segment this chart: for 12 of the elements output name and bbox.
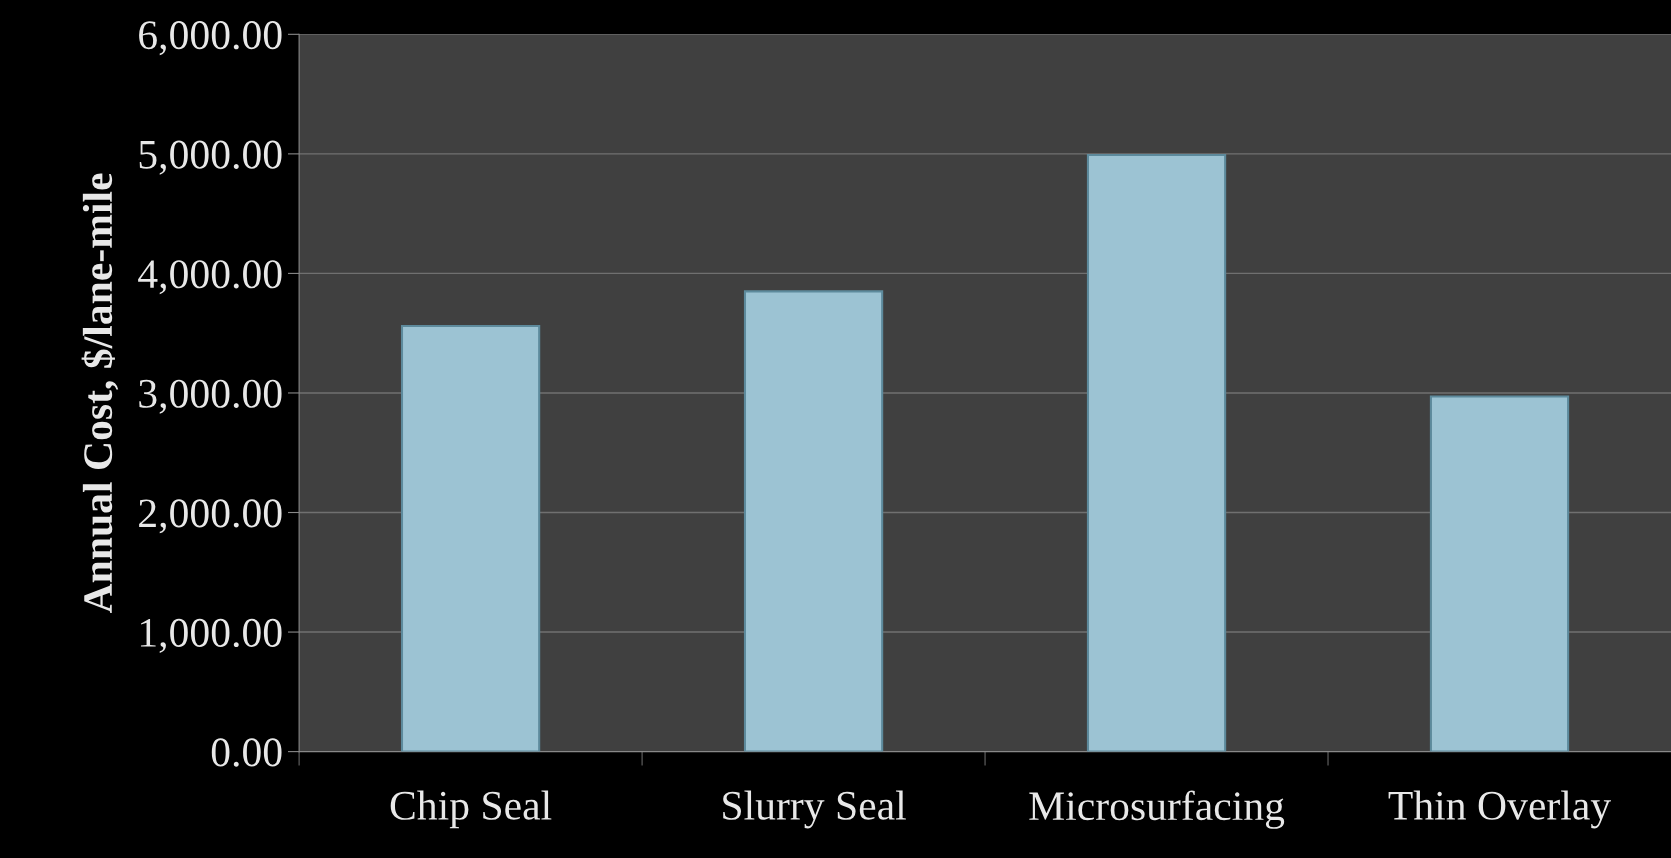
- x-tick-label: Slurry Seal: [723, 790, 906, 829]
- y-tick-label: 5,000.00: [139, 140, 282, 175]
- y-axis-title: Annual Cost, $/lane-mile: [81, 173, 119, 614]
- y-tick-label: 0.00: [211, 738, 282, 767]
- x-tick-label: Thin Overlay: [1388, 790, 1611, 829]
- x-tick-label: Microsurfacing: [1029, 790, 1285, 829]
- y-tick-label: 1,000.00: [140, 618, 282, 653]
- x-tick-label: Chip Seal: [390, 790, 552, 829]
- y-tick-label: 2,000.00: [139, 499, 282, 534]
- y-tick-label: 6,000.00: [139, 21, 282, 56]
- y-tick-label: 4,000.00: [138, 260, 282, 295]
- y-tick-label: 3,000.00: [139, 379, 282, 414]
